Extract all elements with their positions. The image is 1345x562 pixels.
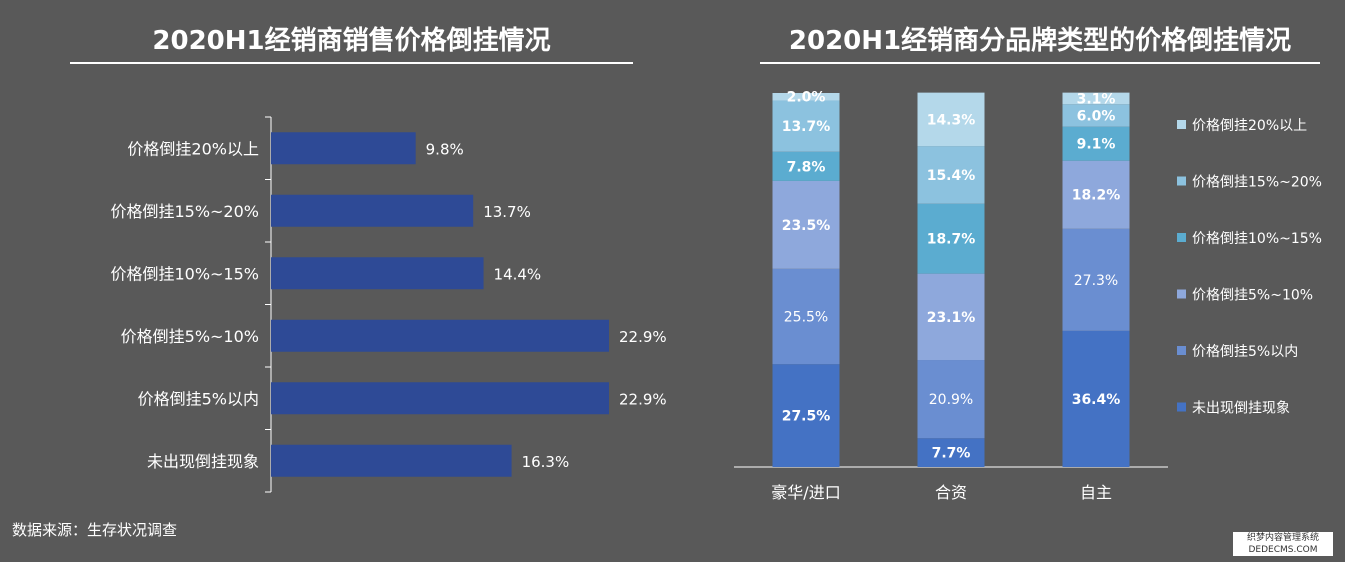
legend-swatch: [1177, 289, 1186, 299]
legend-label: 价格倒挂5%~10%: [1192, 288, 1313, 304]
left-bar: [271, 194, 474, 227]
left-category-label: 价格倒挂15%~20%: [110, 202, 259, 221]
left-category-label: 价格倒挂10%~15%: [110, 264, 259, 283]
watermark-stamp: 织梦内容管理系统 DEDECMS.COM: [1233, 532, 1333, 556]
stack-value-label: 23.5%: [782, 218, 831, 234]
legend-swatch: [1177, 176, 1186, 186]
stack-segment: [1062, 160, 1130, 229]
stack-segment: [1062, 330, 1130, 467]
legend-swatch: [1177, 346, 1186, 355]
legend-label: 价格倒挂5%以内: [1192, 344, 1298, 360]
legend-label: 价格倒挂10%~15%: [1192, 231, 1322, 247]
stack-value-label: 7.7%: [932, 446, 971, 462]
stack-segment: [1062, 92, 1130, 105]
left-value-label: 14.4%: [494, 265, 542, 283]
stack-segment: [772, 151, 840, 181]
left-category-label: 价格倒挂5%~10%: [121, 327, 259, 346]
right-category-label: 豪华/进口: [771, 483, 840, 502]
stack-segment: [917, 438, 985, 467]
legend-swatch: [1177, 120, 1186, 129]
left-value-label: 22.9%: [619, 390, 667, 408]
stack-segment: [917, 273, 985, 361]
legend-label: 价格倒挂15%~20%: [1192, 175, 1322, 191]
right-category-label: 自主: [1080, 483, 1112, 502]
legend-label: 价格倒挂20%以上: [1192, 118, 1307, 134]
left-bar: [271, 382, 609, 415]
stack-value-label: 7.8%: [787, 159, 826, 175]
stack-segment: [772, 100, 840, 152]
right-chart-title: 2020H1经销商分品牌类型的价格倒挂情况: [760, 22, 1320, 64]
stack-value-label: 18.7%: [927, 232, 976, 248]
stack-value-label: 20.9%: [929, 392, 973, 408]
left-category-label: 未出现倒挂现象: [147, 452, 259, 471]
left-bar: [271, 319, 609, 352]
stack-value-label: 36.4%: [1072, 392, 1121, 408]
stack-segment: [772, 268, 840, 365]
stack-value-label: 9.1%: [1077, 137, 1116, 153]
stack-segment: [917, 146, 985, 204]
stack-value-label: 25.5%: [784, 309, 828, 325]
stack-value-label: 2.0%: [787, 90, 826, 106]
legend-label: 未出现倒挂现象: [1192, 401, 1290, 417]
left-chart-title: 2020H1经销商销售价格倒挂情况: [70, 22, 633, 64]
stack-value-label: 27.5%: [782, 409, 831, 425]
stack-segment: [772, 364, 840, 467]
stack-value-label: 14.3%: [927, 112, 976, 128]
left-category-label: 价格倒挂20%以上: [127, 139, 259, 158]
legend-swatch: [1177, 402, 1186, 412]
stack-value-label: 27.3%: [1074, 273, 1118, 289]
left-value-label: 13.7%: [483, 203, 531, 221]
legend-swatch: [1177, 233, 1186, 242]
left-value-label: 16.3%: [522, 453, 570, 471]
data-source-note: 数据来源：生存状况调查: [12, 521, 178, 539]
left-bar: [271, 444, 512, 477]
left-value-label: 22.9%: [619, 328, 667, 346]
left-bar: [271, 257, 484, 290]
stack-segment: [772, 93, 840, 101]
right-category-label: 合资: [935, 483, 967, 502]
stack-value-label: 13.7%: [782, 119, 831, 135]
stack-value-label: 3.1%: [1077, 91, 1116, 107]
stack-segment: [1062, 104, 1130, 127]
stack-value-label: 18.2%: [1072, 188, 1121, 204]
stack-segment: [917, 92, 985, 147]
stack-segment: [1062, 126, 1130, 161]
stack-value-label: 15.4%: [927, 168, 976, 184]
left-value-label: 9.8%: [426, 140, 464, 158]
left-bar: [271, 132, 416, 165]
stack-segment: [1062, 228, 1130, 331]
stack-value-label: 23.1%: [927, 310, 976, 326]
left-category-label: 价格倒挂5%以内: [138, 389, 259, 408]
stack-segment: [917, 203, 985, 274]
stack-value-label: 6.0%: [1077, 108, 1116, 124]
stack-segment: [917, 360, 985, 439]
stack-segment: [772, 180, 840, 269]
